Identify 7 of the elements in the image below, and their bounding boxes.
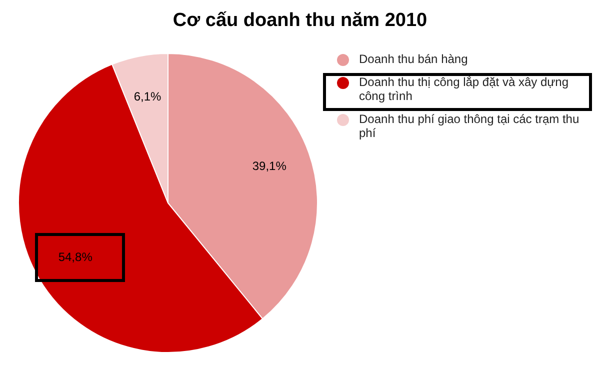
chart-title: Cơ cấu doanh thu năm 2010	[172, 10, 428, 32]
data-label: 54,8%	[58, 250, 93, 264]
data-label: 6,1%	[134, 90, 162, 104]
legend-label: Doanh thu phí giao thông tại các trạm thu phí	[359, 112, 580, 140]
legend-label: Doanh thu bán hàng	[359, 52, 469, 66]
legend-label: Doanh thu thị công lắp đặt và xây dựng công trình	[359, 75, 570, 103]
data-label: 39,1%	[252, 159, 287, 174]
